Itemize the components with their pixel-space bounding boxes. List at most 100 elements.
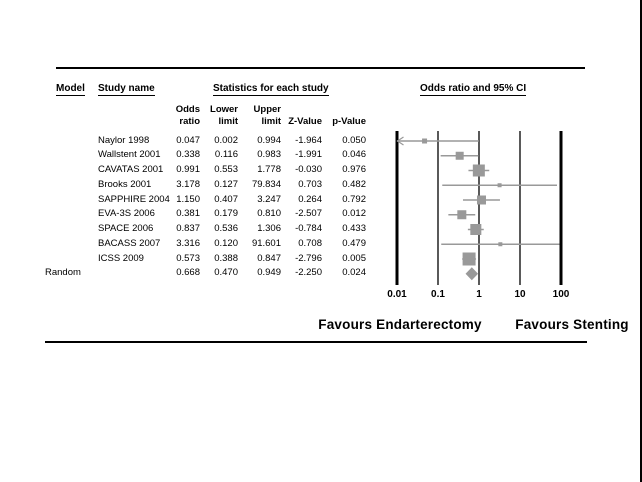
study-name-cell: SPACE 2006 (98, 223, 154, 234)
p-value-cell: 0.792 (342, 193, 366, 205)
upper-limit-cell: 0.810 (257, 208, 281, 220)
p-value-cell: 0.005 (342, 252, 366, 264)
p-value-cell: 0.050 (342, 134, 366, 146)
axis-tick-label: 10 (514, 289, 526, 300)
study-name-cell: SAPPHIRE 2004 (98, 193, 170, 205)
axis-tick-label: 100 (553, 289, 570, 300)
table-row: SAPPHIRE 2004 1.150 0.407 3.247 0.264 0.… (0, 193, 642, 208)
odds-ratio-cell: 1.150 (176, 193, 200, 205)
odds-ratio-cell: 0.668 (176, 267, 200, 279)
study-name-cell: Wallstent 2001 (98, 149, 161, 161)
z-value-cell: 0.708 (298, 237, 322, 249)
ci-arrow-left (396, 136, 404, 146)
odds-ratio-marker (457, 210, 467, 220)
p-value-cell: 0.479 (342, 237, 366, 249)
axis-tick-label: 0.01 (387, 289, 407, 300)
lower-limit-cell: 0.536 (214, 223, 238, 234)
upper-limit-cell: 91.601 (251, 237, 281, 249)
lower-limit-cell: 0.407 (214, 193, 238, 205)
z-value-cell: 0.703 (298, 178, 322, 190)
lower-limit-cell: 0.116 (214, 149, 238, 161)
p-value-cell: 0.046 (342, 149, 366, 161)
subheader-lower-limit: Lower limit (210, 104, 238, 127)
upper-limit-cell: 0.994 (257, 134, 281, 146)
lower-limit-cell: 0.388 (214, 252, 238, 264)
table-row: BACASS 2007 3.316 0.120 91.601 0.708 0.4… (0, 237, 642, 252)
bottom-rule (45, 341, 587, 343)
odds-ratio-cell: 0.338 (176, 149, 200, 161)
upper-limit-cell: 0.847 (257, 252, 281, 264)
p-value-cell: 0.482 (342, 178, 366, 190)
odds-ratio-cell: 0.381 (176, 208, 200, 220)
table-row: EVA-3S 2006 0.381 0.179 0.810 -2.507 0.0… (0, 207, 642, 222)
summary-diamond (465, 267, 479, 281)
z-value-cell: -0.030 (295, 164, 322, 175)
study-name-cell: BACASS 2007 (98, 237, 161, 249)
table-row: Brooks 2001 3.178 0.127 79.834 0.703 0.4… (0, 178, 642, 193)
study-name-cell: CAVATAS 2001 (98, 164, 164, 175)
p-value-cell: 0.433 (342, 223, 366, 234)
z-value-cell: -2.796 (295, 252, 322, 264)
odds-ratio-cell: 3.316 (176, 237, 200, 249)
table-row: Naylor 1998 0.047 0.002 0.994 -1.964 0.0… (0, 134, 642, 149)
model-cell: Random (45, 267, 81, 279)
table-row: Wallstent 2001 0.338 0.116 0.983 -1.991 … (0, 148, 642, 163)
statistics-table: Naylor 1998 0.047 0.002 0.994 -1.964 0.0… (0, 134, 642, 282)
odds-ratio-marker (497, 183, 502, 188)
column-header-model: Model (56, 83, 85, 96)
z-value-cell: -2.507 (295, 208, 322, 220)
top-rule (56, 67, 585, 69)
z-value-cell: 0.264 (298, 193, 322, 205)
odds-ratio-cell: 0.573 (176, 252, 200, 264)
study-name-cell: Naylor 1998 (98, 134, 150, 146)
study-name-cell: Brooks 2001 (98, 178, 152, 190)
favours-endarterectomy-label: Favours Endarterectomy (318, 317, 482, 332)
z-value-cell: -1.964 (295, 134, 322, 146)
upper-limit-cell: 1.306 (257, 223, 281, 234)
odds-ratio-marker (472, 164, 485, 177)
subheader-odds-ratio: Odds ratio (175, 104, 200, 127)
study-name-cell: ICSS 2009 (98, 252, 144, 264)
column-header-study-name: Study name (98, 83, 155, 96)
odds-ratio-cell: 0.837 (176, 223, 200, 234)
axis-tick-label: 0.1 (431, 289, 445, 300)
p-value-cell: 0.976 (342, 164, 366, 175)
odds-ratio-marker (476, 195, 486, 205)
odds-ratio-marker (422, 138, 428, 144)
odds-ratio-cell: 3.178 (176, 178, 200, 190)
odds-ratio-marker (455, 151, 464, 160)
lower-limit-cell: 0.127 (214, 178, 238, 190)
z-value-cell: -0.784 (295, 223, 322, 234)
lower-limit-cell: 0.120 (214, 237, 238, 249)
z-value-cell: -2.250 (295, 267, 322, 279)
column-header-statistics: Statistics for each study (213, 83, 329, 96)
odds-ratio-marker (462, 252, 476, 266)
study-name-cell: EVA-3S 2006 (98, 208, 155, 220)
lower-limit-cell: 0.179 (214, 208, 238, 220)
p-value-cell: 0.024 (342, 267, 366, 279)
axis-tick-label: 1 (476, 289, 482, 300)
upper-limit-cell: 3.247 (257, 193, 281, 205)
subheader-z-value: Z-Value (288, 116, 322, 127)
subheader-upper-limit: Upper limit (253, 104, 281, 127)
column-header-odds-ratio-ci: Odds ratio and 95% CI (420, 83, 527, 96)
p-value-cell: 0.012 (342, 208, 366, 220)
upper-limit-cell: 79.834 (251, 178, 281, 190)
table-row: CAVATAS 2001 0.991 0.553 1.778 -0.030 0.… (0, 163, 642, 178)
summary-row: Random 0.668 0.470 0.949 -2.250 0.024 (0, 266, 642, 281)
right-border-line (640, 0, 642, 482)
lower-limit-cell: 0.553 (214, 164, 238, 175)
subheader-p-value: p-Value (332, 116, 366, 127)
odds-ratio-marker (470, 224, 482, 235)
odds-ratio-cell: 0.047 (176, 134, 200, 146)
odds-ratio-cell: 0.991 (176, 164, 200, 175)
table-row: SPACE 2006 0.837 0.536 1.306 -0.784 0.43… (0, 222, 642, 237)
upper-limit-cell: 0.949 (257, 267, 281, 279)
favours-stenting-label: Favours Stenting (515, 317, 629, 332)
odds-ratio-marker (498, 242, 503, 247)
table-row: ICSS 2009 0.573 0.388 0.847 -2.796 0.005 (0, 252, 642, 267)
lower-limit-cell: 0.470 (214, 267, 238, 279)
upper-limit-cell: 1.778 (257, 164, 281, 175)
